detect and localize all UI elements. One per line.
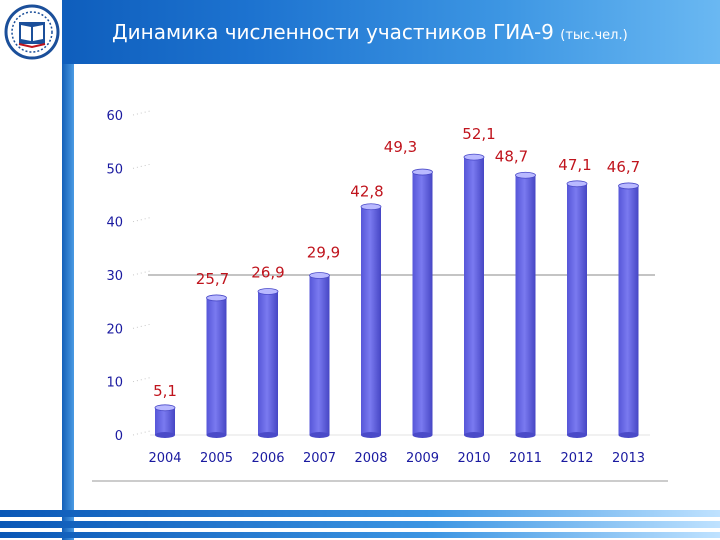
bar-top-ellipse: [463, 153, 485, 161]
bar-value-label: 42,8: [350, 183, 383, 201]
y-tick-mark: [132, 270, 151, 276]
y-tick-label: 50: [106, 162, 123, 177]
y-tick-label: 0: [115, 429, 123, 444]
bar: [515, 175, 536, 435]
left-decorative-stripe: [62, 64, 74, 540]
bar-value-label: 29,9: [307, 244, 340, 262]
bar-base-ellipse: [618, 432, 639, 438]
bar-base-ellipse: [515, 432, 536, 438]
bar-value-label: 5,1: [153, 382, 177, 400]
bar: [567, 183, 587, 435]
bar-base-ellipse: [155, 432, 175, 438]
y-tick-mark: [132, 430, 151, 436]
bar: [618, 185, 639, 435]
bar: [361, 206, 381, 435]
bar-base-ellipse: [309, 432, 330, 438]
bar: [309, 275, 330, 435]
title-text: Динамика численности участников ГИА-9: [112, 20, 554, 44]
bar-value-label: 47,1: [558, 156, 591, 174]
bar-value-label: 49,3: [384, 138, 417, 156]
x-tick-label: 2005: [200, 451, 233, 466]
bar-base-ellipse: [206, 432, 227, 438]
bar: [258, 291, 278, 435]
bar: [155, 407, 175, 435]
y-tick-label: 40: [106, 216, 123, 231]
x-tick-label: 2006: [251, 451, 284, 466]
y-tick-mark: [132, 217, 151, 223]
bar-base-ellipse: [464, 432, 484, 438]
x-tick-label: 2007: [303, 451, 336, 466]
y-tick-mark: [132, 110, 151, 116]
bar-value-label: 46,7: [607, 158, 640, 176]
x-tick-label: 2008: [354, 451, 387, 466]
bar-top-ellipse: [360, 203, 382, 211]
y-tick-mark: [132, 377, 151, 383]
bar: [206, 297, 227, 435]
y-tick-label: 20: [106, 322, 123, 337]
y-tick-label: 10: [106, 376, 123, 391]
x-tick-label: 2011: [509, 451, 542, 466]
bar-top-ellipse: [206, 294, 227, 302]
logo-container: [0, 0, 62, 64]
bar-top-ellipse: [309, 272, 330, 279]
x-tick-label: 2012: [560, 451, 593, 466]
book-emblem-icon: [4, 4, 60, 60]
bar-base-ellipse: [567, 432, 587, 438]
bottom-decorative-stripes: [0, 510, 720, 538]
bar-top-ellipse: [257, 288, 279, 295]
title-unit: (тыс.чел.): [560, 28, 628, 43]
page-title: Динамика численности участников ГИА-9 (т…: [112, 20, 628, 44]
y-tick-mark: [132, 163, 151, 169]
x-tick-label: 2004: [148, 451, 181, 466]
bar-top-ellipse: [154, 404, 176, 412]
bar-value-label: 25,7: [196, 270, 229, 288]
bar-base-ellipse: [412, 432, 433, 438]
y-tick-label: 60: [106, 109, 123, 124]
bar-top-ellipse: [566, 180, 588, 188]
bar-top-ellipse: [515, 171, 536, 179]
bar: [464, 157, 484, 435]
bar-base-ellipse: [361, 432, 381, 438]
x-tick-label: 2013: [612, 451, 645, 466]
header-bar: Динамика численности участников ГИА-9 (т…: [0, 0, 720, 64]
bar-top-ellipse: [618, 182, 639, 190]
bar-top-ellipse: [412, 168, 433, 176]
bar-value-label: 52,1: [462, 125, 495, 143]
bar-value-label: 48,7: [495, 147, 528, 165]
bar-value-label: 26,9: [251, 264, 284, 282]
bar: [412, 172, 433, 436]
y-tick-label: 30: [106, 269, 123, 284]
x-tick-label: 2010: [457, 451, 490, 466]
y-tick-mark: [132, 323, 151, 329]
bar-base-ellipse: [258, 432, 278, 438]
x-tick-label: 2009: [406, 451, 439, 466]
